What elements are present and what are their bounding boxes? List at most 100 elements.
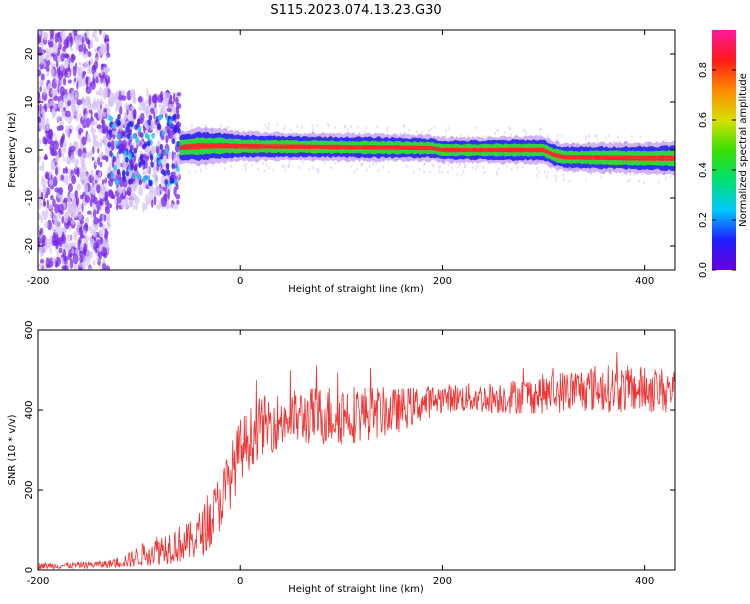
- spectrogram-noise-cell: [156, 204, 161, 210]
- spectrogram-noise-cell: [160, 175, 165, 185]
- spectrogram-noise-cell: [49, 212, 53, 219]
- snr-frame: [37, 329, 676, 571]
- spectrogram-noise-cell: [85, 179, 89, 184]
- spectrogram-noise-cell: [43, 86, 46, 96]
- spectrogram-noise-cell: [66, 234, 72, 242]
- spectrogram-noise-cell: [175, 193, 181, 200]
- spectrogram-noise-blob: [126, 133, 131, 140]
- spectrogram-noise-cell: [105, 86, 109, 98]
- spectrogram-speckle: [612, 140, 614, 144]
- spectrogram-noise-cell: [83, 44, 86, 55]
- spectrogram-speckle: [496, 171, 498, 175]
- spectrogram-noise-blob: [171, 163, 175, 170]
- spectrogram-speckle: [365, 126, 368, 130]
- spectrogram-speckle: [288, 163, 290, 167]
- spectrogram-speckle: [386, 134, 389, 138]
- spectrogram-speckle: [330, 166, 332, 170]
- spectrogram-noise-cell: [38, 93, 41, 105]
- spectrogram-noise-cell: [102, 212, 105, 222]
- spectrogram-speckle: [605, 169, 607, 173]
- spectrogram-noise-cell: [129, 88, 136, 99]
- spectrogram-noise-blob: [164, 178, 168, 185]
- spectrogram-noise-cell: [40, 214, 43, 224]
- spectrogram-speckle: [633, 173, 635, 176]
- spectrogram-speckle: [510, 133, 512, 137]
- spectrogram-noise-cell: [173, 92, 176, 103]
- spectrogram-noise-cell: [72, 197, 76, 204]
- spectrogram-noise-cell: [64, 71, 68, 78]
- spectrogram-noise-cell: [138, 185, 144, 196]
- spectrogram-noise-cell: [95, 90, 100, 96]
- spectrogram-noise-cell: [58, 227, 63, 238]
- spectrogram-speckle: [555, 140, 558, 143]
- colorbar-tick-label: 0.2: [698, 212, 709, 228]
- spectrogram-noise-blob: [136, 118, 141, 125]
- spectrogram-noise-cell: [42, 32, 49, 41]
- spectrogram-noise-blob: [130, 162, 135, 169]
- spectrogram-noise-cell: [102, 258, 106, 264]
- spectrogram-speckle: [495, 162, 497, 166]
- spectrogram-noise-blob: [107, 114, 112, 121]
- spectrogram-noise-cell: [98, 250, 103, 260]
- spectrogram-noise-cell: [98, 171, 102, 177]
- chart-title: S115.2023.074.13.23.G30: [270, 3, 441, 18]
- spectrogram-noise-cell: [96, 209, 100, 215]
- spectrogram-noise-blob: [171, 115, 175, 122]
- spectrogram-noise-cell: [62, 77, 67, 86]
- spectrogram-noise-blob: [140, 153, 144, 160]
- spectrogram-speckle: [205, 128, 208, 132]
- spectrogram-speckle: [588, 133, 590, 137]
- spectrogram-speckle: [181, 130, 184, 134]
- spectrogram-speckle: [198, 163, 201, 167]
- spectrogram-speckle: [585, 135, 587, 139]
- spectrogram-noise-cell: [141, 100, 146, 107]
- spectrogram-noise-cell: [63, 107, 66, 112]
- spectrogram-speckle: [351, 155, 353, 159]
- spectrogram-noise-cell: [154, 103, 157, 109]
- spectrogram-noise-cell: [136, 130, 139, 135]
- spectrogram-noise-cell: [39, 79, 45, 87]
- spectrogram-noise-cell: [93, 134, 98, 140]
- spectrogram-noise-cell: [149, 107, 155, 115]
- spectrogram-speckle: [200, 168, 202, 172]
- spectrogram-speckle: [417, 134, 419, 138]
- spectrogram-speckle: [445, 129, 447, 133]
- spectrogram-noise-cell: [121, 95, 127, 101]
- x-tick-label: 0: [237, 276, 243, 287]
- spectrogram-speckle: [185, 126, 187, 130]
- spectrogram-speckle: [268, 166, 270, 169]
- snr-plot-area: [38, 330, 675, 570]
- spectrogram-speckle: [483, 170, 486, 174]
- spectrogram-noise-cell: [81, 136, 87, 146]
- spectrogram-noise-cell: [50, 194, 54, 201]
- spectrogram-noise-cell: [41, 160, 45, 172]
- spectrogram-noise-cell: [67, 70, 71, 78]
- spectrogram-speckle: [350, 125, 352, 129]
- spectrogram-noise-cell: [44, 126, 50, 131]
- spectrogram-speckle: [516, 165, 519, 169]
- spectrogram-noise-cell: [62, 167, 66, 174]
- spectrogram-noise-cell: [88, 267, 92, 270]
- spectrogram-speckle: [545, 174, 548, 178]
- spectrogram-noise-cell: [78, 213, 82, 221]
- spectrogram-speckle: [292, 131, 294, 135]
- spectrogram-noise-cell: [94, 112, 99, 119]
- spectrogram-speckle: [315, 135, 317, 139]
- spectrogram-noise-cell: [153, 195, 157, 206]
- spectrogram-noise-cell: [44, 238, 51, 249]
- spectrogram-speckle: [204, 161, 207, 165]
- spectrogram-speckle: [531, 159, 534, 162]
- spectrogram-noise-cell: [158, 103, 161, 108]
- spectrogram-speckle: [431, 163, 434, 167]
- spectrogram-speckle: [313, 135, 316, 139]
- spectrogram-speckle: [508, 126, 510, 130]
- spectrogram-noise-cell: [160, 196, 167, 207]
- x-tick-label: 0: [237, 576, 243, 587]
- spectrogram-noise-cell: [87, 69, 93, 75]
- spectrogram-noise-blob: [138, 179, 143, 186]
- spectrogram-noise-cell: [76, 66, 80, 74]
- spectrogram-speckle: [633, 144, 635, 148]
- spectrogram-noise-cell: [72, 67, 77, 77]
- spectrogram-noise-cell: [49, 100, 56, 107]
